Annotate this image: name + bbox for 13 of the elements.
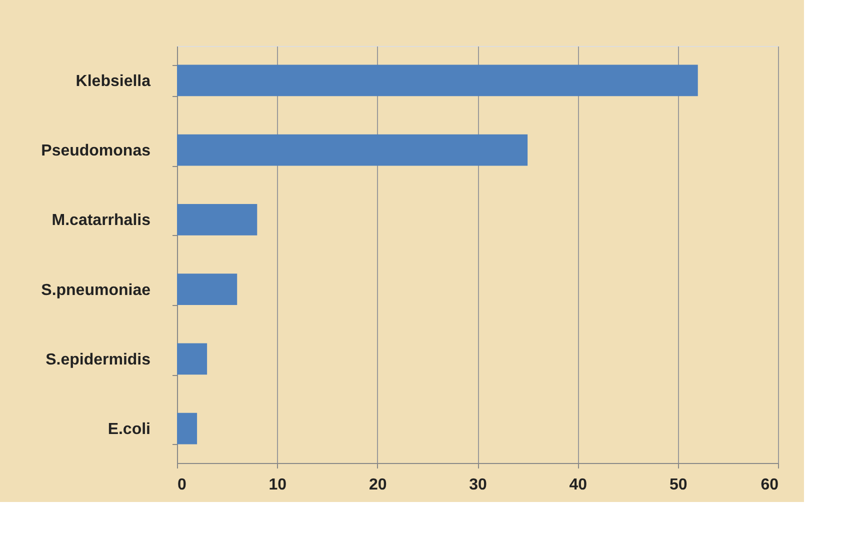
y-tick-label: Klebsiella xyxy=(76,72,151,90)
y-tick-label: E.coli xyxy=(108,421,150,438)
x-tick-label: 30 xyxy=(469,476,487,494)
x-tick-label: 10 xyxy=(268,476,287,494)
x-tick-label: 50 xyxy=(669,476,688,494)
y-tick-label: Pseudomonas xyxy=(41,142,151,160)
x-tick-label: 40 xyxy=(569,476,588,494)
x-tick-label: 0 xyxy=(178,476,186,494)
x-tick-label: 60 xyxy=(760,476,779,494)
x-tick-label: 20 xyxy=(368,476,387,494)
y-tick-label: S.pneumoniae xyxy=(41,282,151,299)
y-tick-label: M.catarrhalis xyxy=(52,212,151,230)
y-tick-label: S.epidermidis xyxy=(46,351,151,368)
